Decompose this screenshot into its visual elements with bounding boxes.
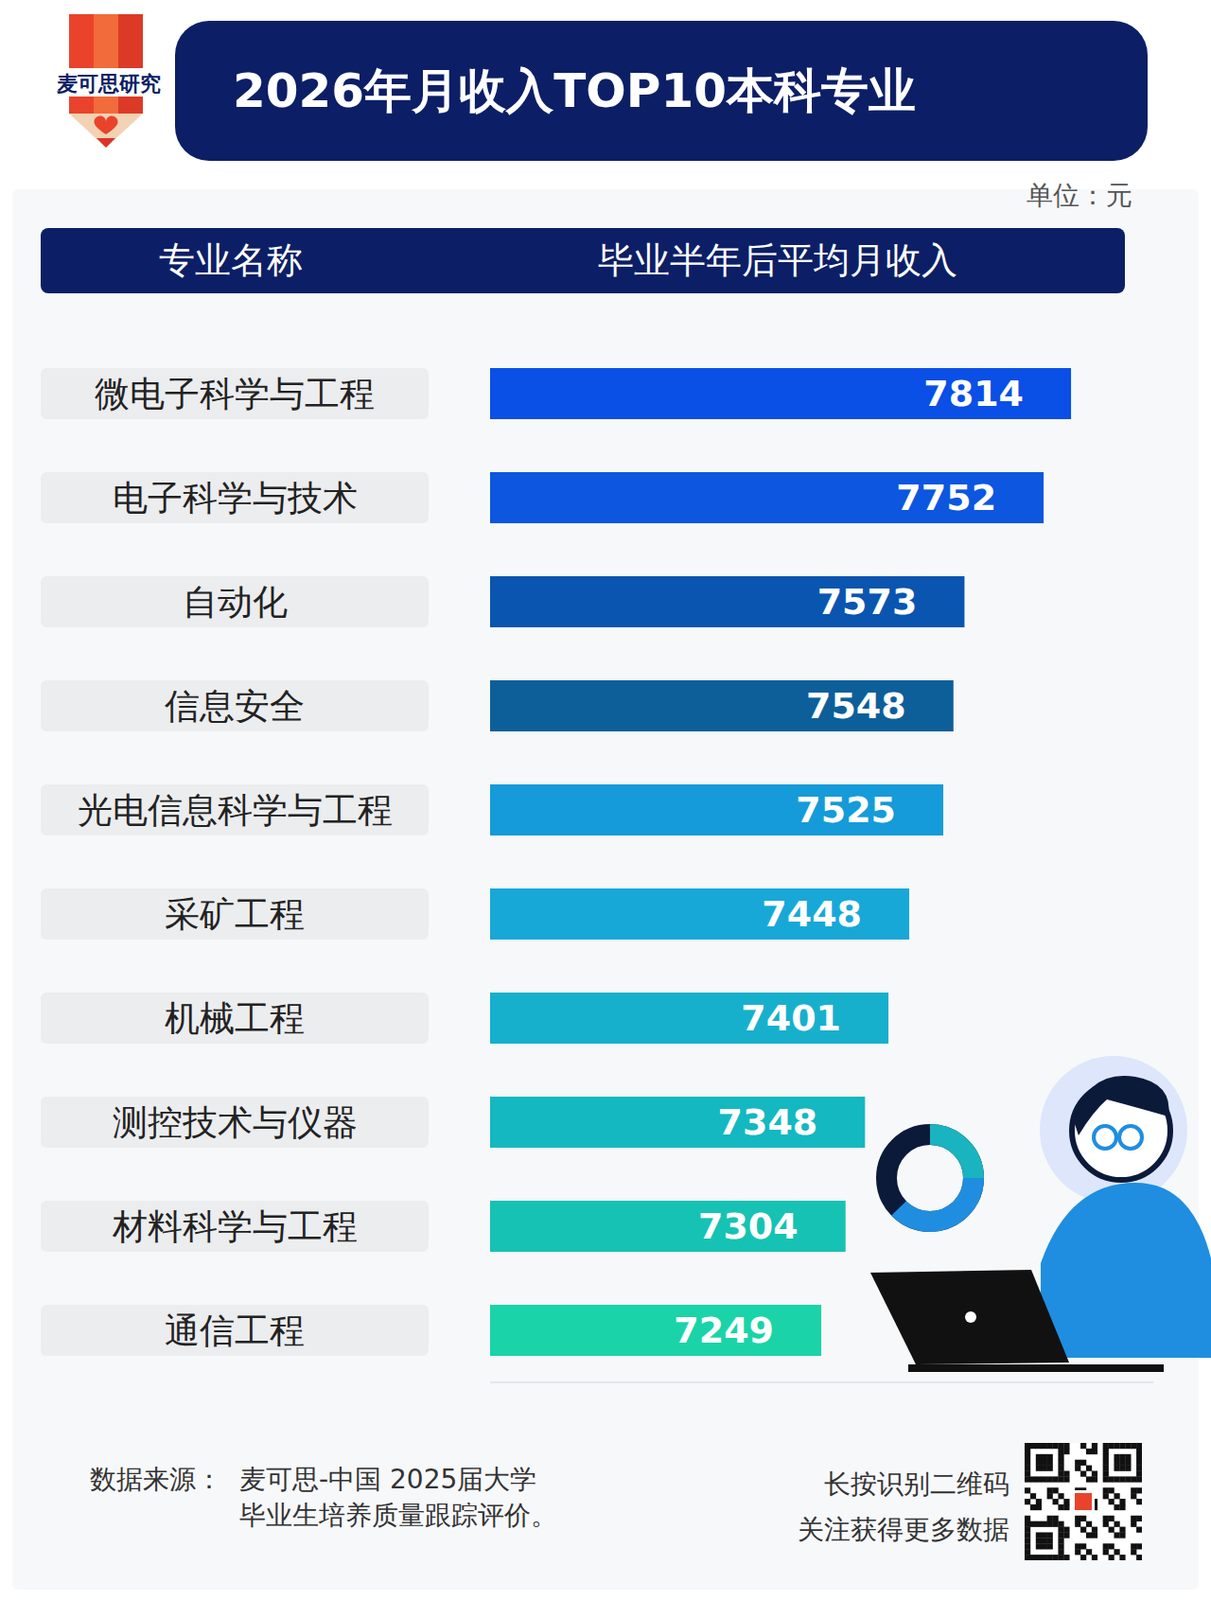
svg-text:电子科学与技术: 电子科学与技术 xyxy=(112,477,358,519)
html-text:毕业半年后平均月收入: 毕业半年后平均月收入 xyxy=(597,239,958,281)
html-text:毕业生培养质量跟踪评价。: 毕业生培养质量跟踪评价。 xyxy=(239,1499,558,1531)
svg-text:7525: 7525 xyxy=(795,789,896,831)
svg-text:通信工程: 通信工程 xyxy=(164,1310,305,1352)
svg-text:信息安全: 信息安全 xyxy=(164,685,305,727)
svg-text:7249: 7249 xyxy=(673,1309,774,1352)
html-text:麦可思-中国 2025届大学: 麦可思-中国 2025届大学 xyxy=(239,1463,537,1495)
svg-text:光电信息科学与工程: 光电信息科学与工程 xyxy=(77,789,393,831)
html-text:2026年月收入TOP10本科专业: 2026年月收入TOP10本科专业 xyxy=(232,62,916,118)
html-text:关注获得更多数据: 关注获得更多数据 xyxy=(797,1513,1010,1545)
svg-text:采矿工程: 采矿工程 xyxy=(164,894,305,935)
svg-text:材料科学与工程: 材料科学与工程 xyxy=(111,1206,358,1247)
svg-text:7814: 7814 xyxy=(923,372,1024,415)
html-text:数据来源：: 数据来源： xyxy=(89,1463,223,1495)
svg-text:微电子科学与工程: 微电子科学与工程 xyxy=(94,373,375,415)
svg-text:麦可思研究: 麦可思研究 xyxy=(55,71,161,96)
html-text:专业名称: 专业名称 xyxy=(158,239,303,281)
svg-text:7401: 7401 xyxy=(740,997,842,1039)
html-text:单位：元: 单位：元 xyxy=(1026,179,1133,211)
svg-text:7573: 7573 xyxy=(817,580,918,623)
svg-text:测控技术与仪器: 测控技术与仪器 xyxy=(112,1102,358,1143)
svg-text:7752: 7752 xyxy=(895,476,997,519)
svg-text:7448: 7448 xyxy=(761,893,862,935)
svg-text:7348: 7348 xyxy=(718,1101,819,1143)
svg-text:7548: 7548 xyxy=(806,684,907,727)
html-text:长按识别二维码: 长按识别二维码 xyxy=(824,1468,1010,1500)
svg-text:机械工程: 机械工程 xyxy=(164,998,305,1039)
svg-text:自动化: 自动化 xyxy=(182,581,288,623)
svg-text:7304: 7304 xyxy=(698,1205,799,1247)
